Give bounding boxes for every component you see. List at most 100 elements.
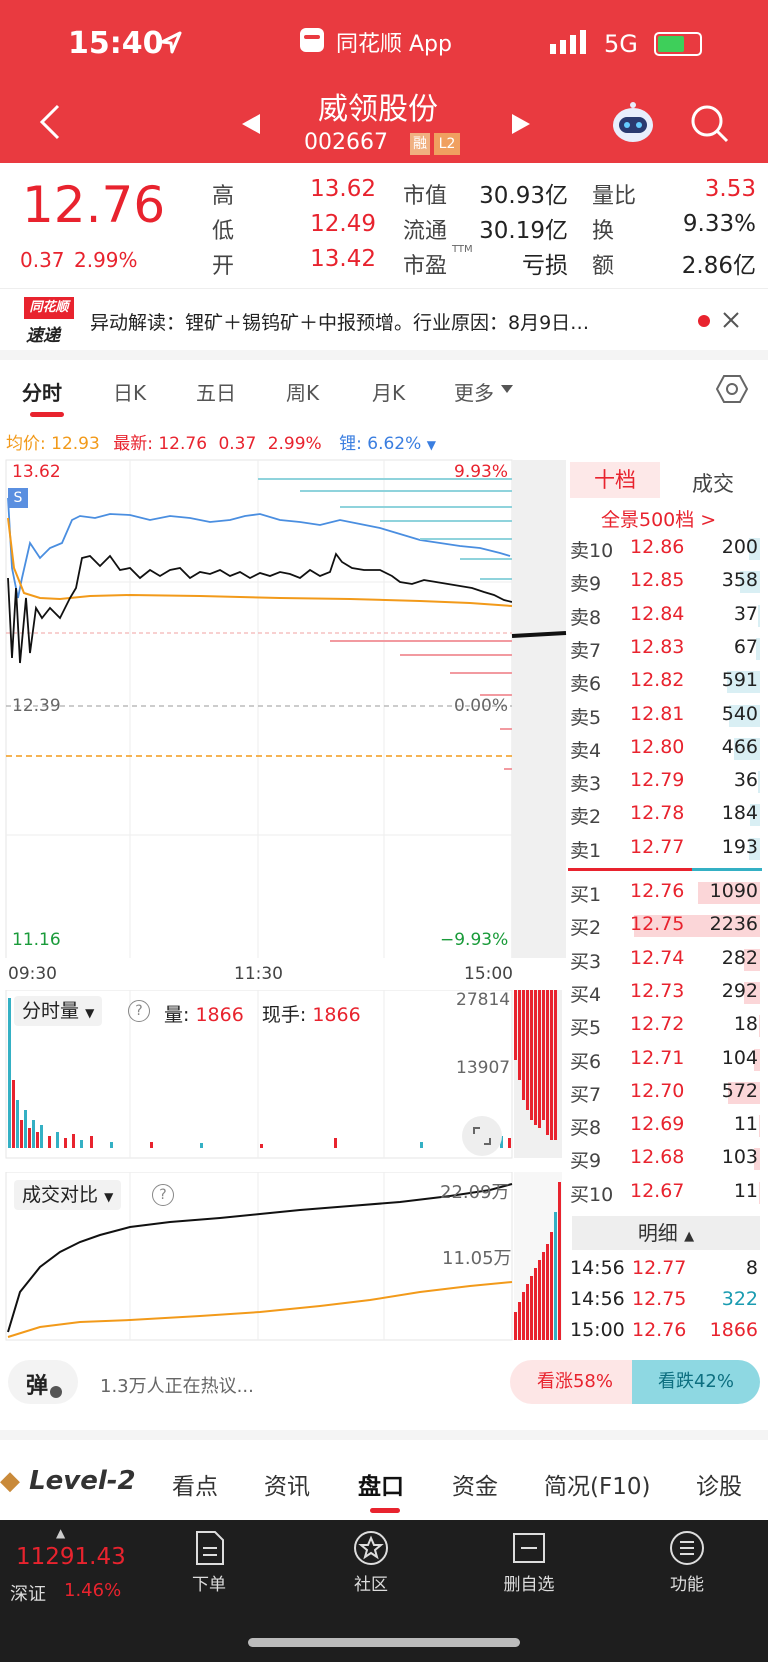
index-value[interactable]: 11291.43 bbox=[16, 1544, 126, 1570]
ask-row[interactable]: 卖10 12.86 200 bbox=[568, 532, 762, 565]
volume-ratio-label: 量比 bbox=[592, 184, 637, 209]
bid-row[interactable]: 买2 12.75 2236 bbox=[568, 909, 762, 942]
tab-monthly-k[interactable]: 月K bbox=[372, 381, 406, 405]
tab-capital[interactable]: 资金 bbox=[452, 1474, 498, 1500]
prev-stock-arrow-icon[interactable] bbox=[238, 112, 262, 136]
bid-row[interactable]: 买10 12.67 11 bbox=[568, 1176, 762, 1209]
detail-header[interactable]: 明细 ▲ bbox=[572, 1216, 760, 1250]
ask-row[interactable]: 卖5 12.81 540 bbox=[568, 699, 762, 732]
bid-row[interactable]: 买6 12.71 104 bbox=[568, 1043, 762, 1076]
bid-row[interactable]: 买9 12.68 103 bbox=[568, 1142, 762, 1175]
ask-row[interactable]: 卖3 12.79 36 bbox=[568, 765, 762, 798]
ask-row[interactable]: 卖2 12.78 184 bbox=[568, 798, 762, 831]
ask-row[interactable]: 卖1 12.77 193 bbox=[568, 832, 762, 865]
app-logo-icon bbox=[300, 28, 324, 52]
latest-label: 最新: bbox=[113, 434, 153, 454]
volume-bar bbox=[749, 837, 760, 860]
help-icon[interactable]: ? bbox=[152, 1184, 174, 1206]
bid-row-label: 买5 bbox=[570, 1017, 602, 1040]
ask-row-price: 12.79 bbox=[630, 769, 685, 792]
tab-five-day[interactable]: 五日 bbox=[196, 381, 236, 405]
bid-row-label: 买8 bbox=[570, 1117, 602, 1140]
stock-name: 威领股份 bbox=[318, 92, 438, 127]
bottom-tab-indicator bbox=[370, 1508, 400, 1513]
remove-icon bbox=[513, 1533, 545, 1563]
remove-watchlist-button[interactable]: 删自选 bbox=[484, 1530, 574, 1595]
low-value: 12.49 bbox=[310, 211, 376, 237]
back-chevron-icon[interactable] bbox=[38, 104, 62, 140]
ask-row[interactable]: 卖9 12.85 358 bbox=[568, 565, 762, 598]
lithium-dropdown-icon[interactable]: ▼ bbox=[426, 438, 436, 452]
battery-icon bbox=[654, 32, 702, 56]
spread-bar-red bbox=[568, 868, 692, 871]
intraday-chart[interactable] bbox=[0, 458, 568, 958]
ask-row[interactable]: 卖8 12.84 37 bbox=[568, 599, 762, 632]
volume-bar bbox=[633, 915, 760, 938]
bid-row-price: 12.73 bbox=[630, 979, 685, 1002]
pe-ttm-sup: TTM bbox=[452, 244, 473, 255]
bid-row-label: 买7 bbox=[570, 1083, 602, 1106]
post-market-volume bbox=[514, 990, 562, 1158]
danmu-toggle[interactable]: 弹 bbox=[8, 1360, 78, 1404]
tab-deals[interactable]: 成交 bbox=[692, 472, 734, 496]
bullish-button[interactable]: 看涨58% bbox=[510, 1360, 640, 1404]
chevron-up-icon: ▲ bbox=[684, 1229, 695, 1244]
search-icon[interactable] bbox=[690, 104, 730, 144]
functions-button[interactable]: 功能 bbox=[642, 1530, 732, 1595]
bid-row-vol: 572 bbox=[721, 1079, 758, 1102]
bid-row[interactable]: 买1 12.76 1090 bbox=[568, 876, 762, 909]
index-name: 深证 bbox=[10, 1584, 46, 1605]
volume-mid: 13907 bbox=[456, 1058, 511, 1078]
tab-active-indicator bbox=[30, 412, 64, 417]
detail-row: 15:00 12.76 1866 bbox=[570, 1319, 762, 1349]
full-depth-link[interactable]: 全景500档 > bbox=[601, 509, 717, 531]
compare-chart[interactable] bbox=[0, 1172, 568, 1342]
news-bar[interactable]: 同花顺 速递 异动解读：锂矿＋锡钨矿＋中报预增。行业原因：8月9日… bbox=[0, 289, 768, 349]
help-icon[interactable]: ? bbox=[128, 1000, 150, 1022]
volume-bar bbox=[749, 804, 760, 827]
expand-button[interactable] bbox=[462, 1116, 502, 1156]
chart-mid-price: 12.39 bbox=[12, 696, 61, 716]
compare-selector-label: 成交对比 bbox=[22, 1184, 99, 1206]
compare-selector[interactable]: 成交对比 ▼ bbox=[14, 1180, 122, 1210]
tab-daily-k[interactable]: 日K bbox=[113, 381, 147, 405]
tab-order-book[interactable]: 盘口 bbox=[358, 1474, 404, 1500]
volume-chart[interactable] bbox=[0, 990, 568, 1160]
bid-row[interactable]: 买8 12.69 11 bbox=[568, 1109, 762, 1142]
ask-row[interactable]: 卖6 12.82 591 bbox=[568, 665, 762, 698]
order-button[interactable]: 下单 bbox=[164, 1530, 254, 1595]
dropdown-arrow-icon bbox=[501, 385, 513, 393]
sell-marker[interactable]: S bbox=[8, 488, 28, 508]
volume-selector[interactable]: 分时量 ▼ bbox=[14, 996, 103, 1026]
robot-assistant-icon[interactable] bbox=[610, 100, 656, 146]
ask-row[interactable]: 卖7 12.83 67 bbox=[568, 632, 762, 665]
tab-weekly-k[interactable]: 周K bbox=[286, 381, 320, 405]
bid-row[interactable]: 买4 12.73 292 bbox=[568, 976, 762, 1009]
tab-level2[interactable]: ◆ Level-2 bbox=[0, 1466, 136, 1496]
next-stock-arrow-icon[interactable] bbox=[510, 112, 534, 136]
bid-row-label: 买4 bbox=[570, 983, 602, 1006]
tab-diagnosis[interactable]: 诊股 bbox=[696, 1474, 742, 1500]
volume-bar bbox=[744, 948, 760, 971]
bearish-button[interactable]: 看跌42% bbox=[632, 1360, 760, 1404]
settings-hexagon-icon[interactable] bbox=[716, 374, 748, 404]
detail-price: 12.76 bbox=[632, 1319, 687, 1341]
price-change: 0.37 bbox=[20, 248, 65, 272]
ask-row[interactable]: 卖4 12.80 466 bbox=[568, 732, 762, 765]
tab-news[interactable]: 资讯 bbox=[264, 1474, 310, 1500]
community-button[interactable]: 社区 bbox=[326, 1530, 416, 1595]
volume-ratio-value: 3.53 bbox=[704, 176, 756, 202]
tab-ten-levels[interactable]: 十档 bbox=[570, 462, 660, 498]
tab-f10[interactable]: 简况(F10) bbox=[544, 1474, 651, 1500]
danmu-off-icon bbox=[50, 1386, 62, 1398]
bid-row[interactable]: 买7 12.70 572 bbox=[568, 1076, 762, 1109]
danmu-text[interactable]: 1.3万人正在热议... bbox=[100, 1376, 254, 1397]
ask-row-vol: 466 bbox=[721, 735, 758, 758]
close-icon[interactable] bbox=[722, 311, 740, 329]
tab-highlights[interactable]: 看点 bbox=[172, 1474, 218, 1500]
bid-row[interactable]: 买3 12.74 282 bbox=[568, 943, 762, 976]
price-line bbox=[7, 552, 513, 664]
tab-intraday[interactable]: 分时 bbox=[22, 381, 62, 405]
bid-row[interactable]: 买5 12.72 18 bbox=[568, 1009, 762, 1042]
tab-more[interactable]: 更多 bbox=[454, 381, 494, 405]
